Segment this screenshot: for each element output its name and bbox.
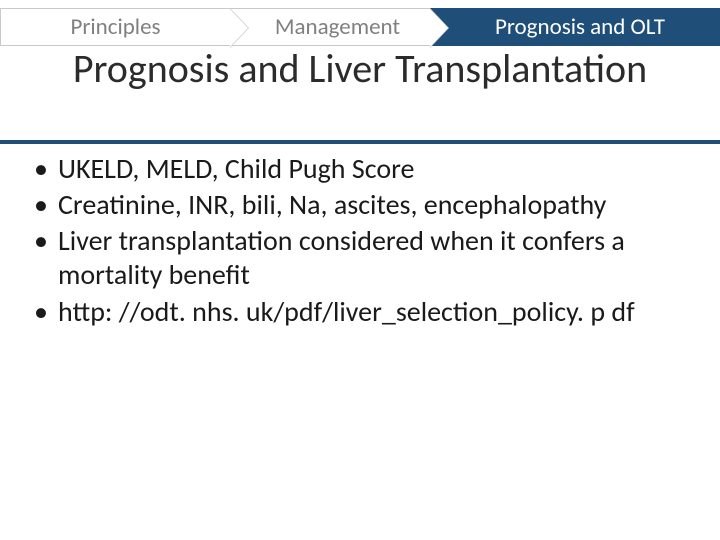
list-item-text: http: //odt. nhs. uk/pdf/liver_selection…: [58, 294, 635, 329]
breadcrumb-label: Principles: [60, 13, 170, 41]
list-item: http: //odt. nhs. uk/pdf/liver_selection…: [28, 295, 688, 329]
chevron-right-icon: [430, 9, 448, 47]
list-item: Creatinine, INR, bili, Na, ascites, ence…: [28, 188, 688, 222]
breadcrumb-label: Management: [250, 13, 410, 41]
breadcrumb-item-prognosis[interactable]: Prognosis and OLT: [430, 8, 720, 46]
list-item: UKELD, MELD, Child Pugh Score: [28, 152, 688, 186]
chevron-right-icon: [230, 9, 248, 47]
title-underline: [0, 140, 720, 144]
breadcrumb-label: Prognosis and OLT: [470, 13, 670, 41]
breadcrumb-item-principles[interactable]: Principles: [0, 8, 230, 46]
list-item: Liver transplantation considered when it…: [28, 224, 688, 292]
breadcrumb-item-management[interactable]: Management: [230, 8, 430, 46]
page-title: Prognosis and Liver Transplantation: [73, 46, 647, 92]
page-title-wrap: Prognosis and Liver Transplantation: [0, 46, 720, 92]
content-list: UKELD, MELD, Child Pugh Score Creatinine…: [28, 152, 688, 331]
list-item-text: Liver transplantation considered when it…: [58, 223, 625, 292]
breadcrumb-bar: Principles Management Prognosis and OLT: [0, 8, 720, 46]
list-item-text: UKELD, MELD, Child Pugh Score: [58, 151, 414, 186]
list-item-text: Creatinine, INR, bili, Na, ascites, ence…: [58, 187, 606, 222]
